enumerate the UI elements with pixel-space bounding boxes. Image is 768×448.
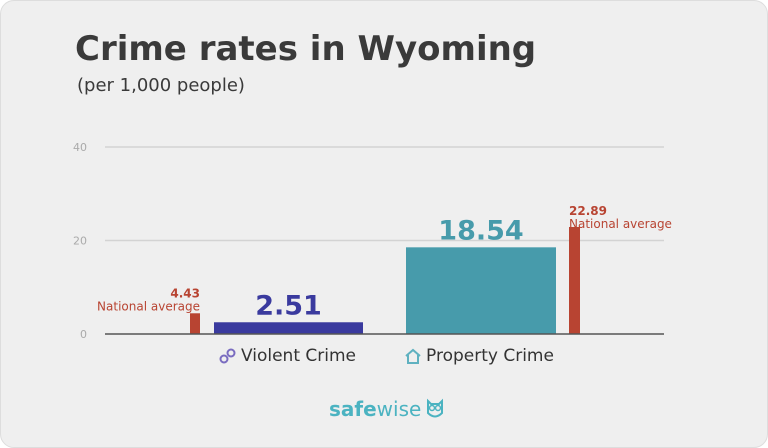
bar-violent-crime — [214, 322, 363, 334]
category-property: Property Crime — [404, 346, 554, 366]
handcuffs-icon — [219, 348, 236, 364]
category-label: Violent Crime — [241, 346, 357, 366]
category-label: Property Crime — [426, 346, 554, 366]
owl-icon — [427, 398, 444, 418]
national-average-label: National average — [97, 299, 200, 313]
y-tick-label: 0 — [80, 328, 87, 341]
category-violent: Violent Crime — [219, 346, 356, 366]
national-average-bar — [569, 226, 580, 334]
national-average-value: 22.89 — [569, 204, 607, 218]
chart-subtitle: (per 1,000 people) — [77, 75, 245, 96]
bar-property-crime — [406, 247, 556, 334]
national-average-value: 4.43 — [170, 286, 200, 300]
y-tick-label: 40 — [73, 141, 87, 154]
national-average-bar — [190, 313, 200, 334]
safewise-logo: safewise — [329, 397, 445, 421]
chart-title: Crime rates in Wyoming — [75, 29, 537, 69]
y-tick-label: 20 — [73, 235, 87, 248]
logo-wise: wise — [376, 397, 422, 421]
logo-safe: safe — [329, 397, 377, 421]
house-icon — [405, 348, 421, 364]
bar-value-label: 2.51 — [255, 290, 322, 321]
bar-value-label: 18.54 — [438, 215, 523, 246]
national-average-label: National average — [569, 217, 672, 231]
